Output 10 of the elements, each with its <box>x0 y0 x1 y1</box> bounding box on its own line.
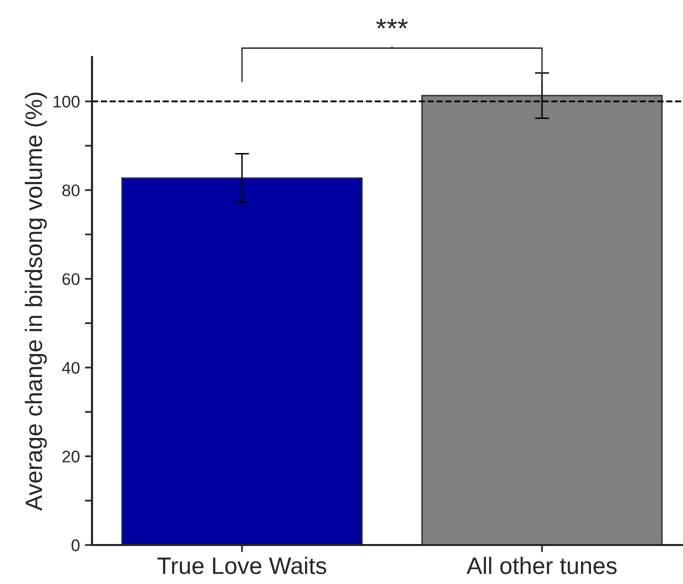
y-tick-label: 80 <box>62 184 80 196</box>
text: *** <box>376 18 408 29</box>
x-tick-label: All other tunes <box>466 556 617 574</box>
y-axis-title: Average change in birdsong volume (%) <box>24 92 47 511</box>
y-tick-label: 20 <box>62 450 80 462</box>
x-tick-label: True Love Waits <box>157 556 326 574</box>
y-tick-label: 0 <box>72 539 80 552</box>
y-tick-label: 100 <box>54 96 80 108</box>
y-tick-label: 40 <box>62 362 80 374</box>
y-tick-label: 60 <box>62 273 80 286</box>
